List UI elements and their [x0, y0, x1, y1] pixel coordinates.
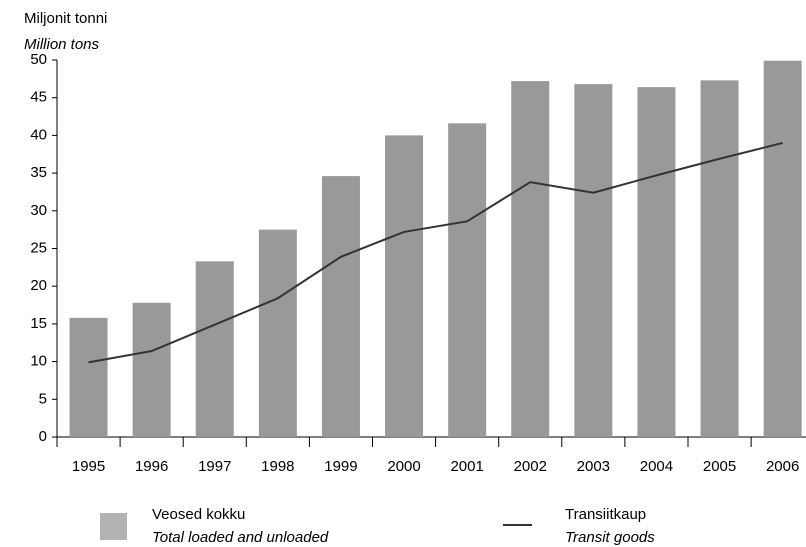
- x-tick-label: 2001: [450, 458, 483, 475]
- y-tick-label: 5: [39, 390, 47, 407]
- legend-label: Transiitkaup: [565, 506, 646, 523]
- legend-label: Veosed kokku: [152, 506, 245, 523]
- y-tick-label: 20: [30, 277, 47, 294]
- x-tick-label: 2006: [766, 458, 799, 475]
- bar: [132, 302, 171, 437]
- bar: [321, 176, 360, 437]
- x-tick-label: 1999: [324, 458, 357, 475]
- bar: [258, 229, 297, 437]
- x-tick-label: 1998: [261, 458, 294, 475]
- y-tick-label: 50: [30, 51, 47, 68]
- y-tick-label: 40: [30, 126, 47, 143]
- y-tick-label: 35: [30, 164, 47, 181]
- y-tick-label: 25: [30, 239, 47, 256]
- y-tick-label: 15: [30, 315, 47, 332]
- y-axis-label-en: Million tons: [24, 36, 100, 53]
- line: [88, 141, 783, 364]
- y-tick-label: 10: [30, 353, 47, 370]
- bar: [385, 135, 424, 437]
- x-tick-label: 1996: [135, 458, 168, 475]
- bar: [574, 84, 613, 438]
- x-tick-label: 2000: [387, 458, 420, 475]
- bar: [69, 317, 108, 437]
- bar: [763, 60, 802, 438]
- y-tick-label: 30: [30, 202, 47, 219]
- legend-label-en: Total loaded and unloaded: [152, 529, 329, 546]
- bar: [448, 123, 487, 437]
- y-axis-label: Miljonit tonni: [24, 10, 107, 27]
- x-tick-label: 2004: [640, 458, 673, 475]
- y-tick-label: 0: [39, 428, 47, 445]
- x-tick-label: 2002: [514, 458, 547, 475]
- legend-swatch: [100, 513, 127, 540]
- bar: [637, 87, 676, 438]
- bar: [511, 81, 550, 437]
- x-tick-label: 2005: [703, 458, 736, 475]
- x-tick-label: 1997: [198, 458, 231, 475]
- x-tick-label: 1995: [72, 458, 105, 475]
- bar: [195, 261, 234, 437]
- bar: [700, 80, 739, 437]
- legend-label-en: Transit goods: [565, 529, 655, 546]
- x-tick-label: 2003: [577, 458, 610, 475]
- y-tick-label: 45: [30, 89, 47, 106]
